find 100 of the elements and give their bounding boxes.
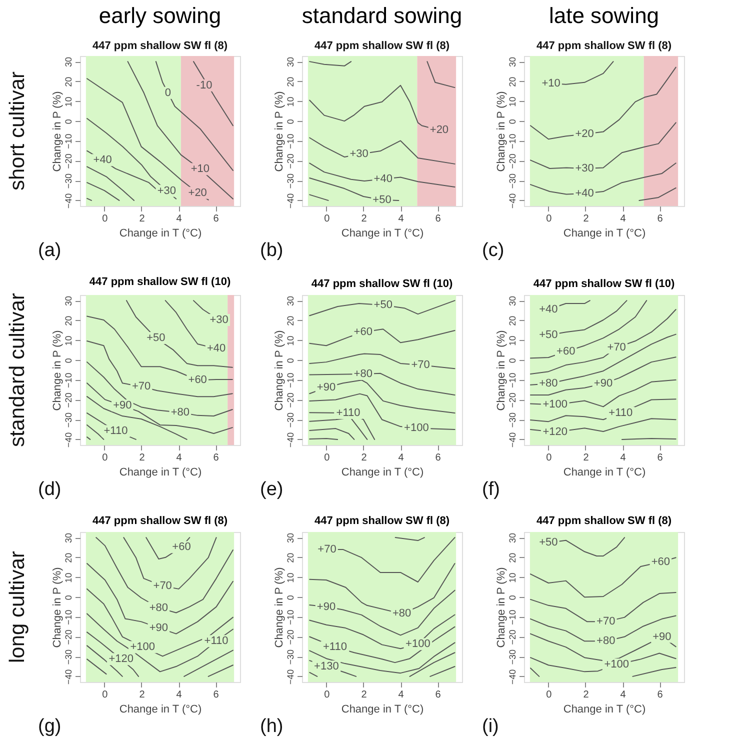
x-tick-label: 6: [435, 690, 442, 700]
x-tick-label: 0: [546, 690, 552, 700]
y-tick-label: −20: [508, 392, 518, 408]
annotation: +50: [539, 329, 558, 342]
y-tick-label: −40: [64, 669, 74, 685]
y-tick-label: 30: [286, 57, 296, 68]
y-tick-label: −30: [64, 412, 74, 428]
line-series: [309, 590, 456, 636]
y-tick-label: 0: [286, 358, 296, 364]
text: (g): [38, 716, 62, 737]
y-tick-label: −10: [286, 372, 296, 388]
y-tick-label: 10: [286, 572, 296, 583]
line-series: [530, 356, 676, 396]
x-tick-label: 2: [139, 214, 146, 224]
x-tick-label: 2: [361, 452, 368, 464]
y-tick-label: 10: [286, 336, 296, 346]
y-tick-label: −20: [64, 392, 74, 408]
text: (h): [260, 716, 284, 737]
line-series: [309, 626, 456, 664]
y-tick-label: 0: [64, 595, 74, 600]
y-tick-label: −20: [286, 392, 296, 408]
x-tick-label: 6: [213, 690, 220, 700]
y-tick-label: 0: [508, 358, 518, 364]
y-tick-label: −20: [286, 154, 296, 169]
y-tick-label: 20: [286, 316, 296, 326]
chart-title: standard sowing: [302, 3, 462, 28]
text: (b): [260, 240, 284, 261]
text: (a): [38, 240, 62, 261]
text: (e): [260, 479, 284, 500]
y-tick-label: −40: [508, 432, 518, 448]
y-tick-label: 0: [64, 358, 74, 364]
x-tick-label: 4: [176, 690, 182, 700]
x-tick-label: 6: [657, 214, 664, 224]
x-tick-label: 0: [102, 452, 108, 464]
x-axis-title: Change in T (°C): [563, 228, 646, 240]
y-tick-label: 10: [64, 336, 74, 346]
y-tick-label: −40: [286, 432, 296, 448]
y-tick-label: 0: [286, 119, 296, 124]
text: short cultivar: [6, 71, 29, 191]
y-tick-label: 20: [508, 316, 518, 326]
y-tick-label: 20: [64, 552, 74, 563]
line-series: [309, 428, 355, 440]
y-tick-label: −40: [286, 669, 296, 685]
x-tick-label: 4: [620, 690, 626, 700]
y-tick-label: −30: [508, 649, 518, 665]
x-tick-label: 4: [398, 690, 404, 700]
y-tick-label: −10: [64, 372, 74, 388]
chart-title: 447 ppm shallow SW fl (10): [89, 276, 231, 288]
y-tick-label: 30: [508, 533, 518, 544]
x-tick-label: 2: [361, 214, 368, 224]
y-tick-label: −40: [286, 193, 296, 209]
y-tick-label: −10: [64, 610, 74, 626]
chart-title: 447 ppm shallow SW fl (8): [92, 515, 228, 527]
line-series: [127, 61, 234, 200]
x-tick-label: 0: [102, 214, 108, 224]
x-tick-label: 6: [435, 214, 442, 224]
line-series: [86, 118, 178, 200]
x-axis-title: Change in T (°C): [341, 228, 424, 240]
y-axis-title: Change in P (%): [496, 91, 508, 172]
x-tick-label: 6: [213, 452, 220, 464]
y-axis-title: Change in P (%): [274, 567, 286, 648]
x-tick-label: 4: [620, 214, 626, 224]
line-series: [309, 162, 456, 188]
y-tick-label: 30: [508, 57, 518, 68]
x-tick-label: 6: [213, 214, 220, 224]
y-tick-label: 10: [64, 96, 74, 107]
chart-title: 447 ppm shallow SW fl (10): [533, 278, 675, 290]
annotation: +50: [539, 536, 558, 549]
x-tick-label: 6: [657, 690, 664, 700]
text: (d): [38, 479, 62, 500]
x-tick-label: 4: [176, 214, 182, 224]
line-series: [155, 61, 234, 171]
x-axis-title: Change in T (°C): [341, 466, 424, 478]
chart-title: late sowing: [548, 3, 660, 28]
x-tick-label: 4: [176, 452, 182, 464]
line-series: [86, 340, 233, 398]
y-tick-label: −30: [508, 412, 518, 428]
y-tick-label: 0: [508, 119, 518, 124]
y-tick-label: −20: [64, 630, 74, 645]
y-tick-label: 10: [286, 96, 296, 107]
line-series: [86, 563, 234, 634]
y-tick-label: 20: [286, 552, 296, 563]
line-series: [309, 137, 456, 164]
y-tick-label: −30: [64, 173, 74, 189]
y-tick-label: −10: [64, 134, 74, 150]
text: (i): [482, 716, 499, 737]
y-tick-label: 20: [508, 552, 518, 563]
x-axis-title: Change in T (°C): [563, 704, 646, 716]
y-tick-label: −10: [286, 134, 296, 150]
x-axis-title: Change in T (°C): [119, 466, 202, 478]
annotation: +70: [318, 543, 336, 556]
chart-title: 447 ppm shallow SW fl (8): [536, 515, 672, 527]
x-tick-label: 4: [398, 214, 404, 224]
x-tick-label: 4: [398, 452, 404, 464]
y-tick-label: 30: [286, 533, 296, 544]
y-tick-label: −10: [286, 610, 296, 626]
y-tick-label: −40: [64, 432, 74, 448]
y-tick-label: 30: [64, 533, 74, 544]
annotation: -10: [196, 79, 212, 92]
x-tick-label: 2: [361, 690, 368, 700]
